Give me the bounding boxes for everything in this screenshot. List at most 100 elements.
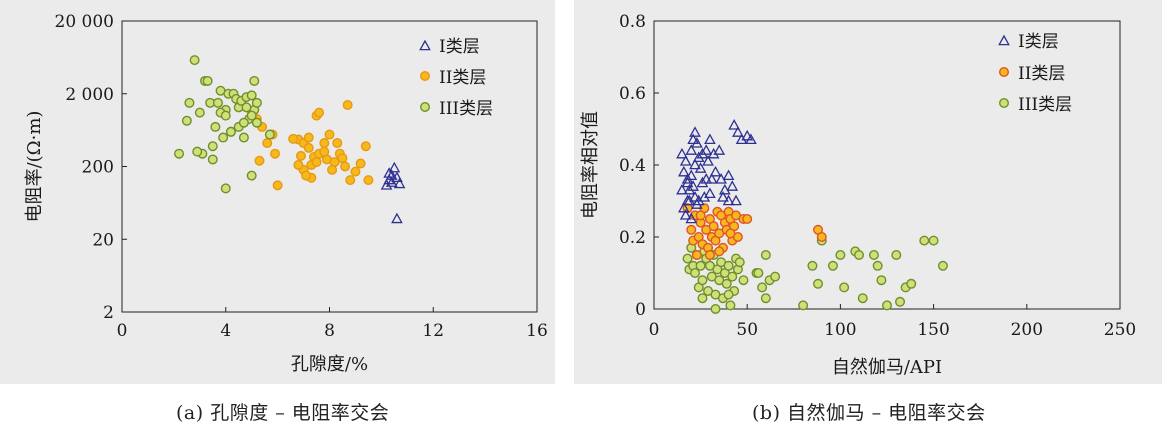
x-tick-label: 0 <box>117 321 128 341</box>
data-point-class3 <box>723 289 734 300</box>
data-point-class2 <box>691 249 702 260</box>
data-point-class2 <box>311 157 322 168</box>
data-point-class1 <box>689 191 701 202</box>
data-point-class1 <box>704 133 716 145</box>
data-point-class1 <box>705 173 718 184</box>
data-point-class2 <box>288 133 299 144</box>
data-point-class2 <box>262 138 273 149</box>
data-point-class3 <box>723 260 734 271</box>
y-tick-label: 0.4 <box>619 156 646 176</box>
data-point-class1 <box>691 137 703 148</box>
data-point-class3 <box>725 300 736 311</box>
data-point-class1 <box>717 191 729 202</box>
data-point-class2 <box>301 170 312 181</box>
y-axis-label: 电阻率相对值 <box>580 111 601 219</box>
data-point-class2 <box>725 228 736 239</box>
legend-marker-class1 <box>419 39 431 51</box>
data-point-class3 <box>807 260 818 271</box>
data-point-class2 <box>327 164 338 175</box>
data-point-class3 <box>238 132 249 143</box>
data-point-class1 <box>681 173 694 184</box>
y-tick-label: 2 000 <box>65 85 114 105</box>
y-tick-label: 2 <box>103 303 114 323</box>
x-tick-label: 250 <box>1104 320 1136 340</box>
chart-panel-a: 0 4 8 12 16 2 20 200 2 000 20 000 孔隙度/% 电阻率/(Ω·m) I类… <box>0 0 555 384</box>
data-point-class2 <box>272 180 283 191</box>
data-point-class3 <box>839 282 850 293</box>
y-tick-label: 0.2 <box>619 228 646 248</box>
x-tick-label: 50 <box>736 320 758 340</box>
data-point-class2 <box>345 175 356 186</box>
data-point-class3 <box>770 271 781 282</box>
data-point-class3 <box>827 260 838 271</box>
data-point-class1 <box>741 129 754 141</box>
data-point-class1 <box>702 155 714 166</box>
data-point-class2 <box>363 175 374 186</box>
x-axis-label: 孔隙度/% <box>291 354 368 375</box>
legend-marker-class2 <box>999 66 1010 77</box>
data-point-class3 <box>868 249 879 260</box>
data-point-class3 <box>212 97 223 108</box>
data-point-class2 <box>270 148 281 159</box>
data-point-class3 <box>251 117 262 128</box>
data-point-class3 <box>697 275 708 286</box>
data-point-class1 <box>393 177 406 189</box>
data-point-class1 <box>696 176 709 188</box>
data-point-class1 <box>707 147 720 159</box>
data-point-class2 <box>708 221 719 232</box>
data-point-class3 <box>895 296 906 307</box>
scatter-chart-porosity-resistivity: 0 4 8 12 16 2 20 200 2 000 20 000 孔隙度/% 电阻率/(Ω·m) I类… <box>24 12 548 375</box>
data-point-class2 <box>742 213 753 224</box>
data-point-class1 <box>696 147 709 159</box>
data-point-class3 <box>246 90 257 101</box>
x-tick-label: 200 <box>1011 320 1043 340</box>
data-point-class2 <box>303 142 314 153</box>
data-point-class3 <box>937 260 948 271</box>
legend-label: I类层 <box>1018 32 1059 52</box>
data-point-class3 <box>928 235 939 246</box>
data-point-class2 <box>816 231 827 242</box>
data-point-class2 <box>319 146 330 157</box>
data-point-class1 <box>700 173 713 184</box>
data-point-class1 <box>687 180 699 191</box>
data-point-class1 <box>685 144 698 155</box>
scatter-chart-gamma-resistivity: 0 50 100 150 200 250 0 0.2 0.4 0.6 0.8 自然伽马/API 电阻率相… <box>580 12 1136 378</box>
data-point-class3 <box>857 293 868 304</box>
data-point-class2 <box>324 129 335 140</box>
data-point-class1 <box>694 162 707 173</box>
data-point-class3 <box>210 121 221 132</box>
caption-b: (b) 自然伽马 – 电阻率交会 <box>752 402 986 424</box>
x-tick-label: 0 <box>649 320 660 340</box>
data-point-class3 <box>246 170 257 181</box>
data-point-class2 <box>254 155 265 166</box>
data-point-class1 <box>687 133 699 145</box>
data-point-class1 <box>704 187 716 199</box>
data-point-class2 <box>314 107 325 118</box>
data-point-class1 <box>732 126 744 137</box>
legend-label: III类层 <box>1018 95 1072 115</box>
data-point-class2 <box>295 150 306 161</box>
data-point-class1 <box>689 158 701 170</box>
data-point-class3 <box>734 257 745 268</box>
x-tick-label: 16 <box>526 321 548 341</box>
data-point-class1 <box>388 161 401 173</box>
data-point-class3 <box>264 129 275 140</box>
y-tick-label: 200 <box>82 158 114 178</box>
y-tick-label: 20 <box>92 230 114 250</box>
data-point-class3 <box>189 55 200 66</box>
legend-label: III类层 <box>439 99 493 119</box>
x-tick-label: 8 <box>324 321 335 341</box>
data-point-class3 <box>882 300 893 311</box>
data-point-class3 <box>194 107 205 118</box>
data-point-class2 <box>355 158 366 169</box>
data-point-class3 <box>174 148 185 159</box>
caption-a: (a) 孔隙度 – 电阻率交会 <box>176 402 390 424</box>
data-point-class1 <box>677 165 690 177</box>
data-point-class3 <box>710 304 721 315</box>
chart-panel-b: 0 50 100 150 200 250 0 0.2 0.4 0.6 0.8 自然伽马/API 电阻率相… <box>574 0 1162 384</box>
data-point-class3 <box>218 132 229 143</box>
data-point-class3 <box>753 268 764 279</box>
data-point-class1 <box>728 119 741 130</box>
data-point-class3 <box>246 110 257 121</box>
data-point-class3 <box>757 282 768 293</box>
